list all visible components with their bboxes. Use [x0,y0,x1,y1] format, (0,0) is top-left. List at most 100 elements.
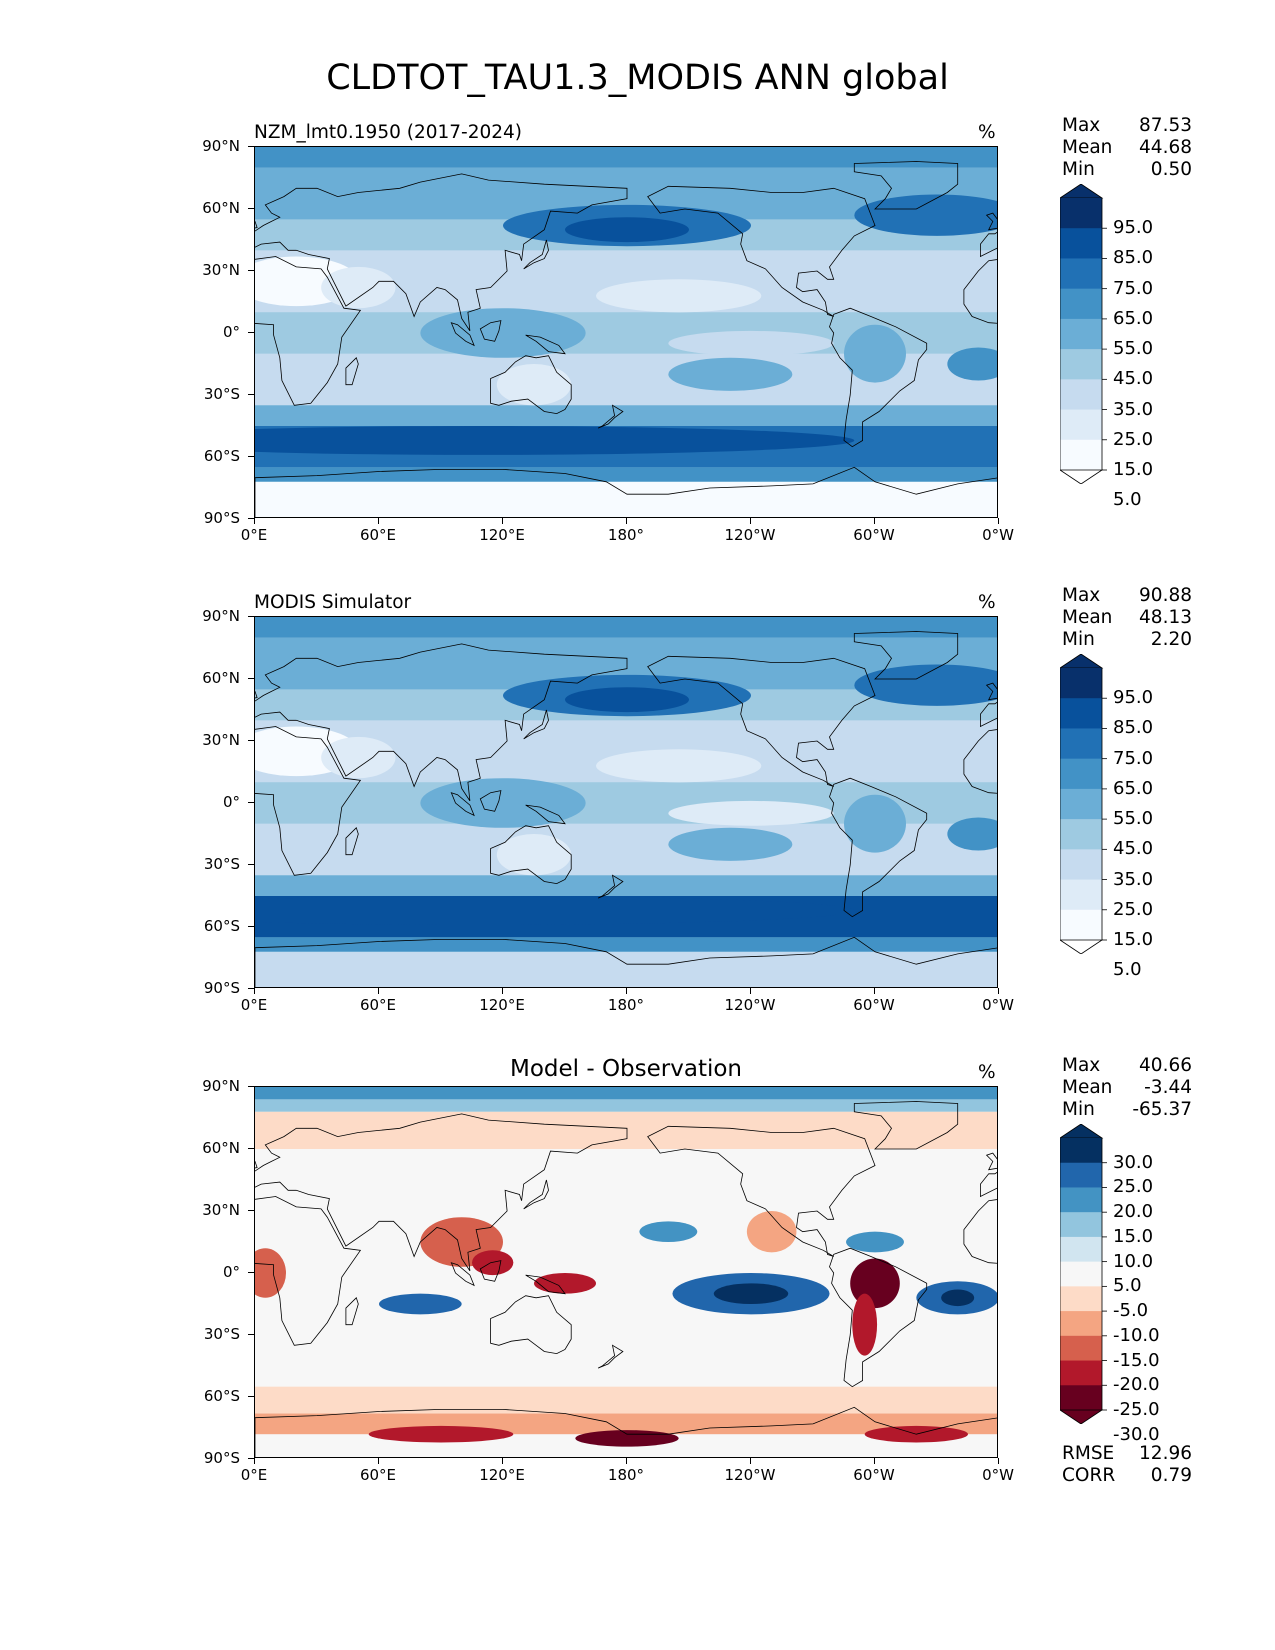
coastline-antarctica [255,1406,997,1457]
coastline-new-guinea [525,1274,566,1295]
coastline-uk [985,682,997,701]
rmse-value: 12.96 [1139,1443,1192,1464]
southern-ocean-core [255,896,855,925]
lat-tick-label: 90°S [203,509,240,527]
colorbar-segment [1060,1335,1102,1362]
indian-ocean-positive [379,1293,462,1315]
panel-observation: MODIS Simulator % 90°N 60°N 30°N 0° 30°S 60°S… [0,585,1275,1032]
se-atlantic-stratocumulus [947,817,997,851]
lon-tick-label: 120°E [479,1466,525,1484]
se-pacific-stratocumulus [668,357,793,391]
colorbar-tick-label: 25.0 [1113,1176,1154,1198]
lon-tick [998,1458,999,1464]
colorbar-segment [1060,1261,1102,1287]
coastline-australia [490,1295,572,1355]
band-southern-negative [255,1386,997,1414]
lat-tick [248,1396,254,1397]
west-pacific-negative [534,1273,596,1294]
stats-box: Max 40.66 Mean -3.44 Min -65.37 [1062,1055,1192,1121]
lon-tick [626,988,627,994]
coastline-uk [255,690,258,699]
band-arctic [255,147,997,168]
coastline-madagascar [345,357,359,386]
colorbar-segment [1060,1138,1102,1164]
coastline-antarctica [255,466,997,517]
lat-tick [248,988,254,989]
stat-min-value: 2.20 [1150,629,1192,650]
unit-label: % [978,1062,996,1083]
lat-tick [248,270,254,271]
stat-min-value: 0.50 [1150,159,1192,180]
lon-tick-label: 180° [607,996,645,1014]
colorbar-segment [1060,728,1102,760]
coastline-australia [490,825,572,885]
colorbar-tick-label: 45.0 [1113,368,1154,390]
coastline-japan [523,239,549,270]
lon-tick [750,518,751,524]
colorbar-segment [1060,1162,1102,1188]
colorbar-outline [1060,198,1103,470]
lon-tick-label: 0°E [240,996,268,1014]
coastline-africa [255,1196,362,1346]
lat-tick-label: 30°N [202,261,240,279]
colorbar-extend-min [1060,1409,1104,1424]
coastline-south-america [829,1247,928,1388]
lat-tick [248,1086,254,1087]
map-plot-area [254,146,998,518]
colorbar-extend-max [1060,654,1104,669]
band-antarctic [255,481,997,517]
band-arctic [255,617,997,638]
equatorial-pacific [668,330,834,356]
lat-tick [248,394,254,395]
lat-tick-label: 60°S [203,1387,240,1405]
lon-tick-label: 120°E [479,526,525,544]
colorbar-tick-label: 5.0 [1113,489,1142,511]
colorbar-tick-label: -30.0 [1113,1423,1160,1445]
colorbar [1060,184,1107,484]
colorbar-tick-label: -5.0 [1113,1300,1149,1322]
north-pacific-positive [639,1221,698,1242]
panel-title: NZM_lmt0.1950 (2017-2024) [254,122,523,143]
colorbar-segment [1060,198,1102,229]
lat-tick-label: 30°N [202,1201,240,1219]
cloud-field [255,147,997,517]
coastline-uk [255,1160,258,1169]
amazon-cloud [844,324,906,383]
lon-tick-label: 60°E [359,1466,397,1484]
cloud-field [255,617,997,987]
colorbar-segment [1060,1212,1102,1238]
unit-label: % [978,592,996,613]
stat-mean-label: Mean [1062,607,1113,628]
se-atlantic-stratocumulus [947,347,997,381]
coastline-greenland [853,161,959,210]
lat-tick-label: 60°S [203,917,240,935]
colorbar-tick-label: -20.0 [1113,1374,1160,1396]
lat-tick [248,518,254,519]
colorbar-tick-label: 5.0 [1113,959,1142,981]
lat-tick-label: 60°N [202,1139,240,1157]
colorbar-extend-min [1060,469,1104,484]
lat-tick [248,146,254,147]
lat-tick-label: 0° [222,323,240,341]
stat-max-label: Max [1062,585,1101,606]
stat-min-label: Min [1062,1099,1095,1120]
coastline-sumatra [450,322,475,347]
colorbar-segment [1060,819,1102,850]
colorbar [1060,1124,1107,1424]
lat-tick-label: 90°S [203,979,240,997]
lat-tick-label: 60°S [203,447,240,465]
coastline-new-zealand [597,404,624,429]
colorbar-tick-label: 35.0 [1113,398,1154,420]
lat-tick-label: 0° [222,793,240,811]
lat-tick [248,208,254,209]
se-pacific-stratocumulus [668,827,793,861]
coastline-africa [255,726,362,876]
andes-negative [852,1293,878,1356]
coastline-greenland [853,1101,959,1150]
lat-tick [248,1210,254,1211]
colorbar-segment [1060,349,1102,380]
lon-tick-label: 60°W [853,1466,895,1484]
lon-tick [750,988,751,994]
coastline-north-america [647,655,876,787]
lon-tick [626,518,627,524]
